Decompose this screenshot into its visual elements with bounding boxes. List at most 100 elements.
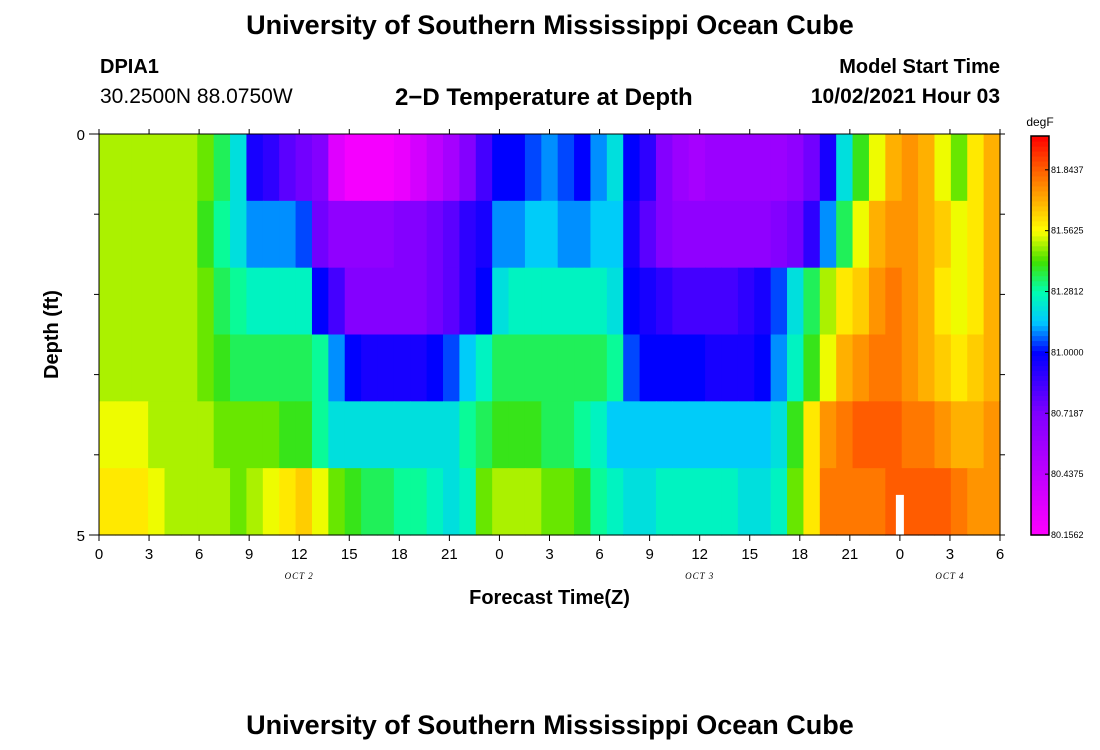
y-tick-label: 0 xyxy=(77,127,85,144)
heatmap-cell xyxy=(541,334,559,402)
heatmap-cell xyxy=(377,200,395,269)
colorbar-segment xyxy=(1031,415,1049,421)
heatmap-cell xyxy=(885,267,903,336)
heatmap-cell xyxy=(983,401,1001,469)
heatmap-cell xyxy=(524,267,542,336)
heatmap-cell xyxy=(639,267,657,336)
heatmap-cell xyxy=(754,468,772,536)
heatmap-cell xyxy=(148,134,166,202)
heatmap-cell xyxy=(967,200,985,269)
heatmap-cell xyxy=(459,200,477,269)
heatmap-cell xyxy=(508,134,526,202)
heatmap-cell xyxy=(967,334,985,402)
colorbar-segment xyxy=(1031,460,1049,466)
heatmap-cell xyxy=(918,267,936,336)
heatmap-cell xyxy=(836,401,854,469)
heatmap-cell xyxy=(115,401,133,469)
heatmap-cell xyxy=(836,468,854,536)
heatmap-cell xyxy=(246,334,264,402)
colorbar-segment xyxy=(1031,285,1049,292)
x-tick-label: 3 xyxy=(145,546,153,563)
heatmap-cell xyxy=(918,134,936,202)
heatmap-cell xyxy=(885,200,903,269)
heatmap-cell xyxy=(868,468,886,536)
colorbar-segment xyxy=(1031,365,1049,372)
heatmap-cell xyxy=(131,200,149,269)
colorbar-segment xyxy=(1031,445,1049,451)
heatmap-cell xyxy=(557,267,575,336)
heatmap-cell xyxy=(606,200,624,269)
heatmap-cell xyxy=(950,200,968,269)
colorbar-frame xyxy=(1030,135,1050,536)
heatmap-cell xyxy=(574,401,592,469)
station-id: DPIA1 xyxy=(100,56,159,78)
heatmap-cell xyxy=(295,200,313,269)
colorbar-segment xyxy=(1031,490,1049,496)
heatmap-cell xyxy=(787,267,805,336)
heatmap-cell xyxy=(328,401,346,469)
heatmap-cell xyxy=(737,267,755,336)
heatmap-cell xyxy=(328,267,346,336)
colorbar-segment xyxy=(1031,385,1049,391)
heatmap-cell xyxy=(737,468,755,536)
heatmap-cell xyxy=(639,334,657,402)
heatmap-cell xyxy=(655,334,673,402)
heatmap-cell xyxy=(164,134,182,202)
heatmap-cell xyxy=(131,334,149,402)
heatmap-cell xyxy=(655,401,673,469)
heatmap-cell xyxy=(967,401,985,469)
colorbar-segment xyxy=(1031,505,1049,511)
heatmap-cell xyxy=(262,267,280,336)
heatmap-cell xyxy=(868,200,886,269)
heatmap-cell xyxy=(377,468,395,536)
heatmap-cell xyxy=(459,134,477,202)
heatmap-cell xyxy=(246,267,264,336)
colorbar-segment xyxy=(1031,495,1049,501)
heatmap-cell xyxy=(672,401,690,469)
heatmap-cell xyxy=(115,267,133,336)
heatmap-cell xyxy=(295,401,313,469)
heatmap-cell xyxy=(950,134,968,202)
colorbar-segment xyxy=(1031,390,1049,396)
heatmap-cell xyxy=(180,468,198,536)
heatmap-cell xyxy=(787,200,805,269)
heatmap-cell xyxy=(295,267,313,336)
heatmap-cell xyxy=(426,401,444,469)
heatmap-cell xyxy=(574,468,592,536)
heatmap-cell xyxy=(590,401,608,469)
colorbar-segment xyxy=(1031,275,1049,282)
heatmap-cell xyxy=(705,334,723,402)
heatmap-cell xyxy=(852,401,870,469)
colorbar-segment xyxy=(1031,375,1049,381)
heatmap-cell xyxy=(868,134,886,202)
heatmap-cell xyxy=(770,267,788,336)
heatmap-cell xyxy=(623,334,641,402)
heatmap-cell xyxy=(508,267,526,336)
heatmap-cell xyxy=(246,468,264,536)
heatmap-cell xyxy=(180,401,198,469)
colorbar-segment xyxy=(1031,220,1049,227)
heatmap-cell xyxy=(787,468,805,536)
heatmap-cell xyxy=(721,334,739,402)
heatmap-cell xyxy=(377,401,395,469)
colorbar-segment xyxy=(1031,345,1049,352)
heatmap-cell xyxy=(803,134,821,202)
colorbar-segment xyxy=(1031,235,1049,242)
x-tick-label: 15 xyxy=(341,546,358,563)
heatmap-cell xyxy=(672,200,690,269)
heatmap-cell xyxy=(279,401,297,469)
heatmap-cell xyxy=(688,200,706,269)
colorbar-segment xyxy=(1031,240,1049,247)
heatmap-cell xyxy=(868,267,886,336)
heatmap-cell xyxy=(246,401,264,469)
heatmap-cell xyxy=(148,334,166,402)
colorbar-segment xyxy=(1031,340,1049,347)
heatmap-cell xyxy=(557,200,575,269)
heatmap-cell xyxy=(311,267,329,336)
heatmap-cell xyxy=(311,200,329,269)
chart-title: University of Southern Mississippi Ocean… xyxy=(246,10,854,40)
heatmap-cell xyxy=(164,468,182,536)
heatmap-cell xyxy=(443,134,460,202)
colorbar-segment xyxy=(1031,210,1049,217)
colorbar-segment xyxy=(1031,370,1049,376)
